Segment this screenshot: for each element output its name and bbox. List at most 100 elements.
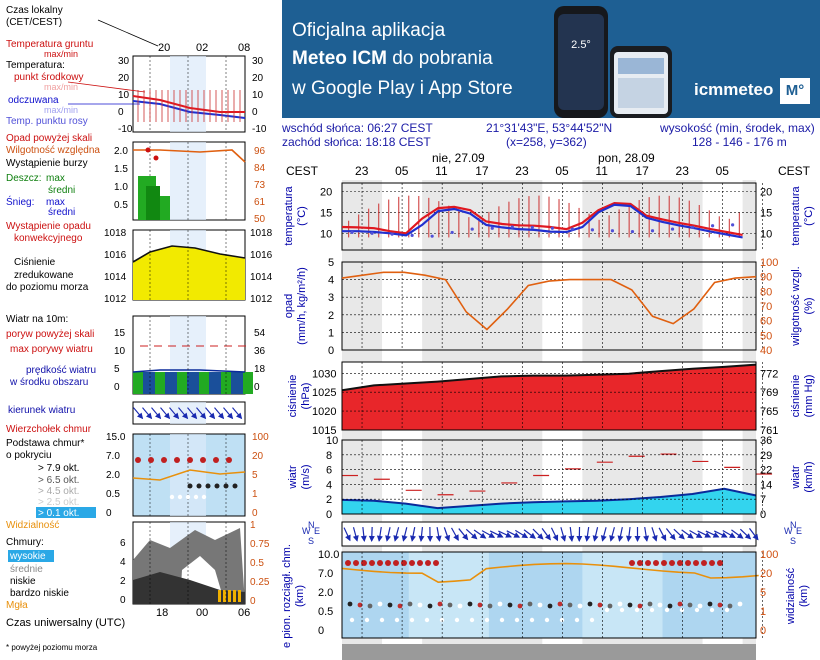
wind-arrow-head	[552, 534, 559, 542]
legend-storm: Wystąpienie burzy	[6, 158, 88, 169]
wind-tick-kmh: 7	[760, 494, 766, 506]
cloud-dot-01	[424, 617, 430, 623]
legend-pressure-tick-r: 1014	[250, 272, 273, 283]
legend-high-bg	[8, 550, 54, 562]
wind-arrow	[592, 527, 599, 542]
rh-tick: 40	[760, 345, 772, 357]
legend-rh: Wilgotność względna	[6, 145, 100, 156]
legend-pressure-line	[132, 245, 246, 263]
wind-arrow	[514, 529, 529, 539]
wind-arrow	[681, 529, 694, 539]
legend-wind-area-max	[133, 372, 143, 394]
legend-wind-arrow-head	[163, 412, 171, 420]
wind-arrow-head	[368, 535, 375, 542]
legend-vlow: bardzo niskie	[10, 588, 69, 599]
wind-arrow	[443, 527, 451, 542]
visibility-axis-label-b: (km)	[798, 585, 810, 607]
wind-arrow-head	[385, 535, 391, 542]
elevation-values: 128 - 146 - 176 m	[692, 135, 787, 149]
day-label-1: nie, 27.09	[432, 151, 485, 165]
pressure-axis-label-a: ciśnienie	[287, 375, 299, 418]
legend-cloud-dot	[177, 494, 183, 500]
dewpoint-dot	[690, 225, 695, 229]
dewpoint-dot	[610, 229, 615, 233]
cloud-dot	[467, 601, 473, 607]
legend-cloud-dot	[226, 457, 232, 463]
cloud-tick: 7.0	[318, 568, 333, 580]
cloud-dot	[557, 601, 563, 607]
legend-cloud-top: Wierzchołek chmur	[6, 424, 92, 435]
hour-tick: 05	[395, 164, 409, 178]
temp-axis-label-left: temperatura (°C)	[283, 185, 308, 245]
banner-line-2: Meteo ICM do pobrania	[292, 48, 493, 70]
wind-arrow	[634, 527, 641, 542]
legend-wind-arrow	[205, 407, 216, 420]
dewpoint-dot	[530, 225, 534, 229]
wind-arrow-head	[488, 532, 496, 538]
cloud-dot-01	[724, 607, 730, 613]
cloud-dot	[527, 601, 533, 607]
cloud-dot-01	[529, 617, 535, 623]
legend-rain-bar	[160, 196, 170, 220]
cloud-dot-01	[679, 607, 685, 613]
legend-wind-arrow	[223, 407, 234, 420]
cloud-tick: 2.0	[318, 587, 333, 599]
legend-temp-tick: 30	[118, 56, 130, 67]
compass-letter-right: E	[796, 526, 802, 536]
wind-arrow	[458, 528, 469, 541]
wind-tick: 0	[326, 509, 332, 521]
banner-line-1: Oficjalna aplikacja	[292, 20, 446, 41]
wind-arrow	[584, 526, 591, 542]
legend-cloud-dot	[174, 457, 180, 463]
cloud-dot	[607, 603, 613, 609]
legend-vis-tick: 1	[252, 489, 258, 500]
legend-snow-max: max	[46, 197, 65, 208]
app-banner[interactable]: Oficjalna aplikacja Meteo ICM do pobrani…	[282, 0, 820, 118]
precip-tick: 2	[328, 310, 334, 322]
cloud-dot	[567, 602, 573, 608]
legend-wind-tick-r: 0	[254, 382, 260, 393]
wind-arrow-head	[453, 534, 459, 541]
cloud-dot-79	[393, 560, 399, 566]
wind-arrow-head	[712, 532, 720, 538]
wind-arrow	[465, 528, 478, 540]
legend-wind-arrow-head	[136, 412, 144, 420]
wind-arrow	[410, 527, 416, 542]
cloud-dot	[587, 601, 593, 607]
legend-okt-45: > 4.5 okt.	[38, 486, 79, 497]
legend-timezone-b: (CET/CEST)	[6, 17, 62, 28]
legend-mid: średnie	[10, 564, 43, 575]
legend-fog-bar	[228, 590, 231, 602]
rh-tick: 70	[760, 301, 772, 313]
compass-letter-right: N	[790, 520, 797, 530]
cloud-dot	[727, 603, 733, 609]
wind-arrow	[450, 527, 459, 541]
wind-arrow	[658, 527, 667, 542]
wind-arrow-head	[568, 535, 575, 542]
legend-wind-arrow-head	[217, 412, 225, 420]
dewpoint-dot	[490, 226, 494, 230]
wind-arrow-head	[592, 535, 599, 542]
legend-utc-tick: 18	[156, 607, 168, 619]
dewpoint-dot	[590, 228, 595, 232]
wind-panel	[341, 439, 757, 515]
legend-cloud-tick: 7.0	[106, 451, 120, 462]
cloud-dot	[677, 601, 683, 607]
wind-axis-label-right: wiatr (km/h)	[790, 461, 815, 492]
wind-arrow	[713, 530, 728, 538]
compass-letter-left: W	[302, 526, 311, 536]
wind-arrow-head	[625, 535, 632, 542]
hour-tick: 11	[595, 164, 608, 178]
wind-arrow	[427, 526, 434, 542]
cloud-dot	[647, 601, 653, 607]
legend-cloud-dot	[148, 457, 154, 463]
cloud-dot	[497, 601, 503, 607]
wind-tick: 6	[326, 465, 332, 477]
pressure-tick-mmhg: 772	[760, 368, 778, 380]
cloud-dot	[377, 601, 383, 607]
legend-cover-tick: 0	[120, 595, 126, 606]
temp-tick-right: 15	[760, 207, 772, 219]
legend-cover-tick-r: 0	[250, 596, 256, 607]
wind-direction-strip	[341, 521, 757, 547]
legend-wind-arrow-head	[181, 412, 189, 420]
